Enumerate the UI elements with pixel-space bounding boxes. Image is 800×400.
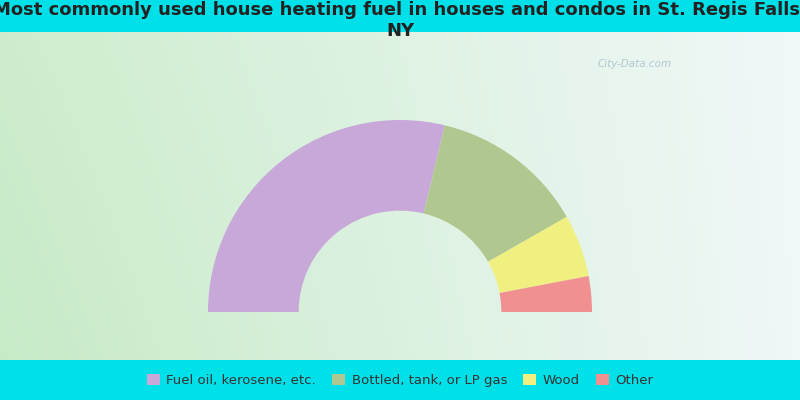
- Text: City-Data.com: City-Data.com: [598, 59, 672, 69]
- Wedge shape: [488, 217, 589, 293]
- Text: Most commonly used house heating fuel in houses and condos in St. Regis Falls,
N: Most commonly used house heating fuel in…: [0, 1, 800, 40]
- Wedge shape: [499, 276, 592, 312]
- Legend: Fuel oil, kerosene, etc., Bottled, tank, or LP gas, Wood, Other: Fuel oil, kerosene, etc., Bottled, tank,…: [142, 370, 658, 392]
- Wedge shape: [424, 125, 566, 262]
- Wedge shape: [208, 120, 445, 312]
